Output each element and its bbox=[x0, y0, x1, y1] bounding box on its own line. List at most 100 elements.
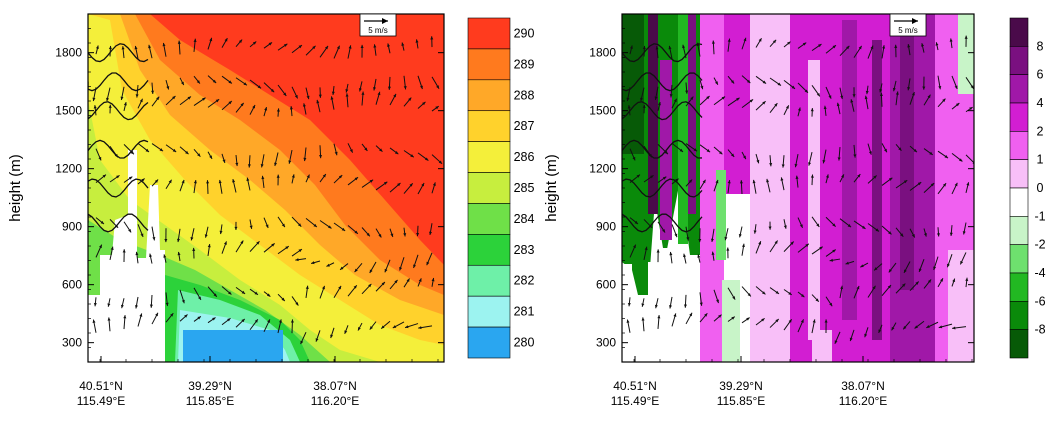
wind-vector-head bbox=[818, 44, 822, 48]
wind-vector-head bbox=[642, 45, 646, 50]
wind-vector-head bbox=[966, 182, 970, 186]
wind-vector-head bbox=[960, 260, 964, 265]
wind-vector-head bbox=[252, 41, 257, 45]
wind-vector-head bbox=[742, 155, 746, 160]
y-tick-label: 300 bbox=[596, 336, 616, 350]
wind-vector-head bbox=[900, 233, 904, 237]
wind-vector-head bbox=[641, 317, 645, 321]
wind-vector-head bbox=[312, 45, 316, 50]
wind-vector-head bbox=[673, 313, 677, 317]
colorbar-label: -8 bbox=[1034, 323, 1045, 337]
colorbar-label: 288 bbox=[514, 88, 535, 102]
y-tick-label: 1500 bbox=[589, 104, 616, 118]
wind-vector-head bbox=[95, 45, 99, 49]
wind-vector-head bbox=[184, 314, 188, 318]
wind-vector-head bbox=[769, 163, 773, 167]
wind-vector-head bbox=[108, 45, 112, 50]
x-tick-lat-label: 39.29°N bbox=[719, 379, 763, 393]
wind-vector-head bbox=[895, 91, 899, 95]
wind-vector-head bbox=[858, 45, 862, 50]
wind-vector-head bbox=[305, 285, 309, 289]
wind-vector-head bbox=[228, 291, 232, 295]
wind-vector-head bbox=[693, 148, 698, 152]
wind-vector-head bbox=[761, 318, 765, 322]
wind-vector-head bbox=[970, 85, 974, 89]
wind-vector-head bbox=[405, 325, 409, 329]
wind-vector-head bbox=[260, 164, 264, 168]
wind-vector-head bbox=[334, 151, 338, 156]
wind-vector-head bbox=[888, 231, 892, 235]
wind-vector-head bbox=[318, 94, 322, 98]
wind-vector-head bbox=[285, 246, 289, 250]
wind-vector-head bbox=[962, 231, 966, 235]
wind-vector-head bbox=[788, 291, 792, 295]
wind-vector-head bbox=[271, 243, 275, 247]
wind-vector-head bbox=[656, 249, 660, 253]
wind-vector-head bbox=[626, 97, 630, 102]
wind-vector-head bbox=[264, 107, 268, 111]
wind-vector-head bbox=[283, 92, 287, 96]
wind-vector-head bbox=[888, 268, 892, 273]
wind-vector-head bbox=[825, 174, 829, 178]
wind-vector-head bbox=[185, 150, 189, 155]
wind-vector-head bbox=[915, 281, 919, 285]
wind-vector-head bbox=[166, 86, 170, 90]
wind-vector-head bbox=[766, 178, 770, 183]
wind-vector-head bbox=[344, 330, 348, 334]
wind-vector-head bbox=[702, 179, 706, 184]
wind-vector-head bbox=[311, 261, 315, 265]
wind-vector-head bbox=[780, 177, 784, 181]
wind-vector-head bbox=[674, 233, 678, 238]
wind-vector-head bbox=[716, 299, 719, 304]
colorbar-label: 8 bbox=[1037, 39, 1044, 53]
wind-vector-head bbox=[361, 91, 365, 95]
wind-vector-head bbox=[241, 318, 245, 323]
wind-vector-head bbox=[802, 42, 807, 46]
wind-vector-head bbox=[438, 160, 443, 164]
wind-vector-head bbox=[177, 40, 181, 44]
wind-vector-head bbox=[207, 244, 211, 248]
wind-vector-head bbox=[313, 223, 317, 227]
wind-vector-head bbox=[902, 283, 906, 287]
wind-vector-head bbox=[202, 97, 206, 101]
wind-vector-head bbox=[688, 179, 693, 183]
wind-vector-head bbox=[172, 95, 176, 100]
wind-vector-head bbox=[727, 38, 731, 42]
wind-vector-head bbox=[873, 175, 877, 179]
colorbar-swatch bbox=[1009, 131, 1029, 160]
wind-vector-head bbox=[429, 231, 433, 235]
wind-vector-head bbox=[775, 318, 779, 323]
wind-vector-head bbox=[252, 105, 256, 109]
wind-vector-head bbox=[198, 296, 201, 300]
wind-vector-head bbox=[122, 249, 126, 253]
wind-vector-head bbox=[265, 224, 269, 228]
y-tick-label: 900 bbox=[62, 220, 82, 234]
wind-vector-head bbox=[657, 315, 661, 319]
wind-vector-head bbox=[419, 85, 423, 90]
wind-vector-head bbox=[849, 337, 853, 342]
wind-vector-head bbox=[840, 95, 844, 100]
wind-vector-head bbox=[110, 246, 114, 251]
wind-vector-head bbox=[800, 293, 805, 298]
wind-vector-head bbox=[673, 98, 677, 103]
wind-vector-head bbox=[685, 90, 689, 94]
wind-vector-head bbox=[875, 228, 879, 232]
wind-vector-head bbox=[926, 325, 930, 328]
wind-vector-head bbox=[756, 159, 760, 164]
wind-vector-head bbox=[627, 302, 631, 307]
wind-vector-head bbox=[421, 182, 425, 187]
wind-vector-head bbox=[418, 278, 422, 282]
wind-vector-head bbox=[415, 39, 419, 43]
wind-vector-head bbox=[715, 179, 719, 184]
colorbar-label: 4 bbox=[1037, 96, 1044, 110]
wind-vector-head bbox=[700, 85, 704, 90]
wind-vector-head bbox=[394, 279, 398, 284]
wind-vector-head bbox=[193, 180, 197, 184]
wind-vector-head bbox=[177, 251, 181, 256]
wind-vector-head bbox=[857, 174, 861, 178]
wind-vector-head bbox=[629, 45, 633, 49]
wind-vector-head bbox=[829, 258, 833, 262]
wind-vector-head bbox=[353, 285, 357, 289]
wind-vector-head bbox=[936, 233, 940, 237]
